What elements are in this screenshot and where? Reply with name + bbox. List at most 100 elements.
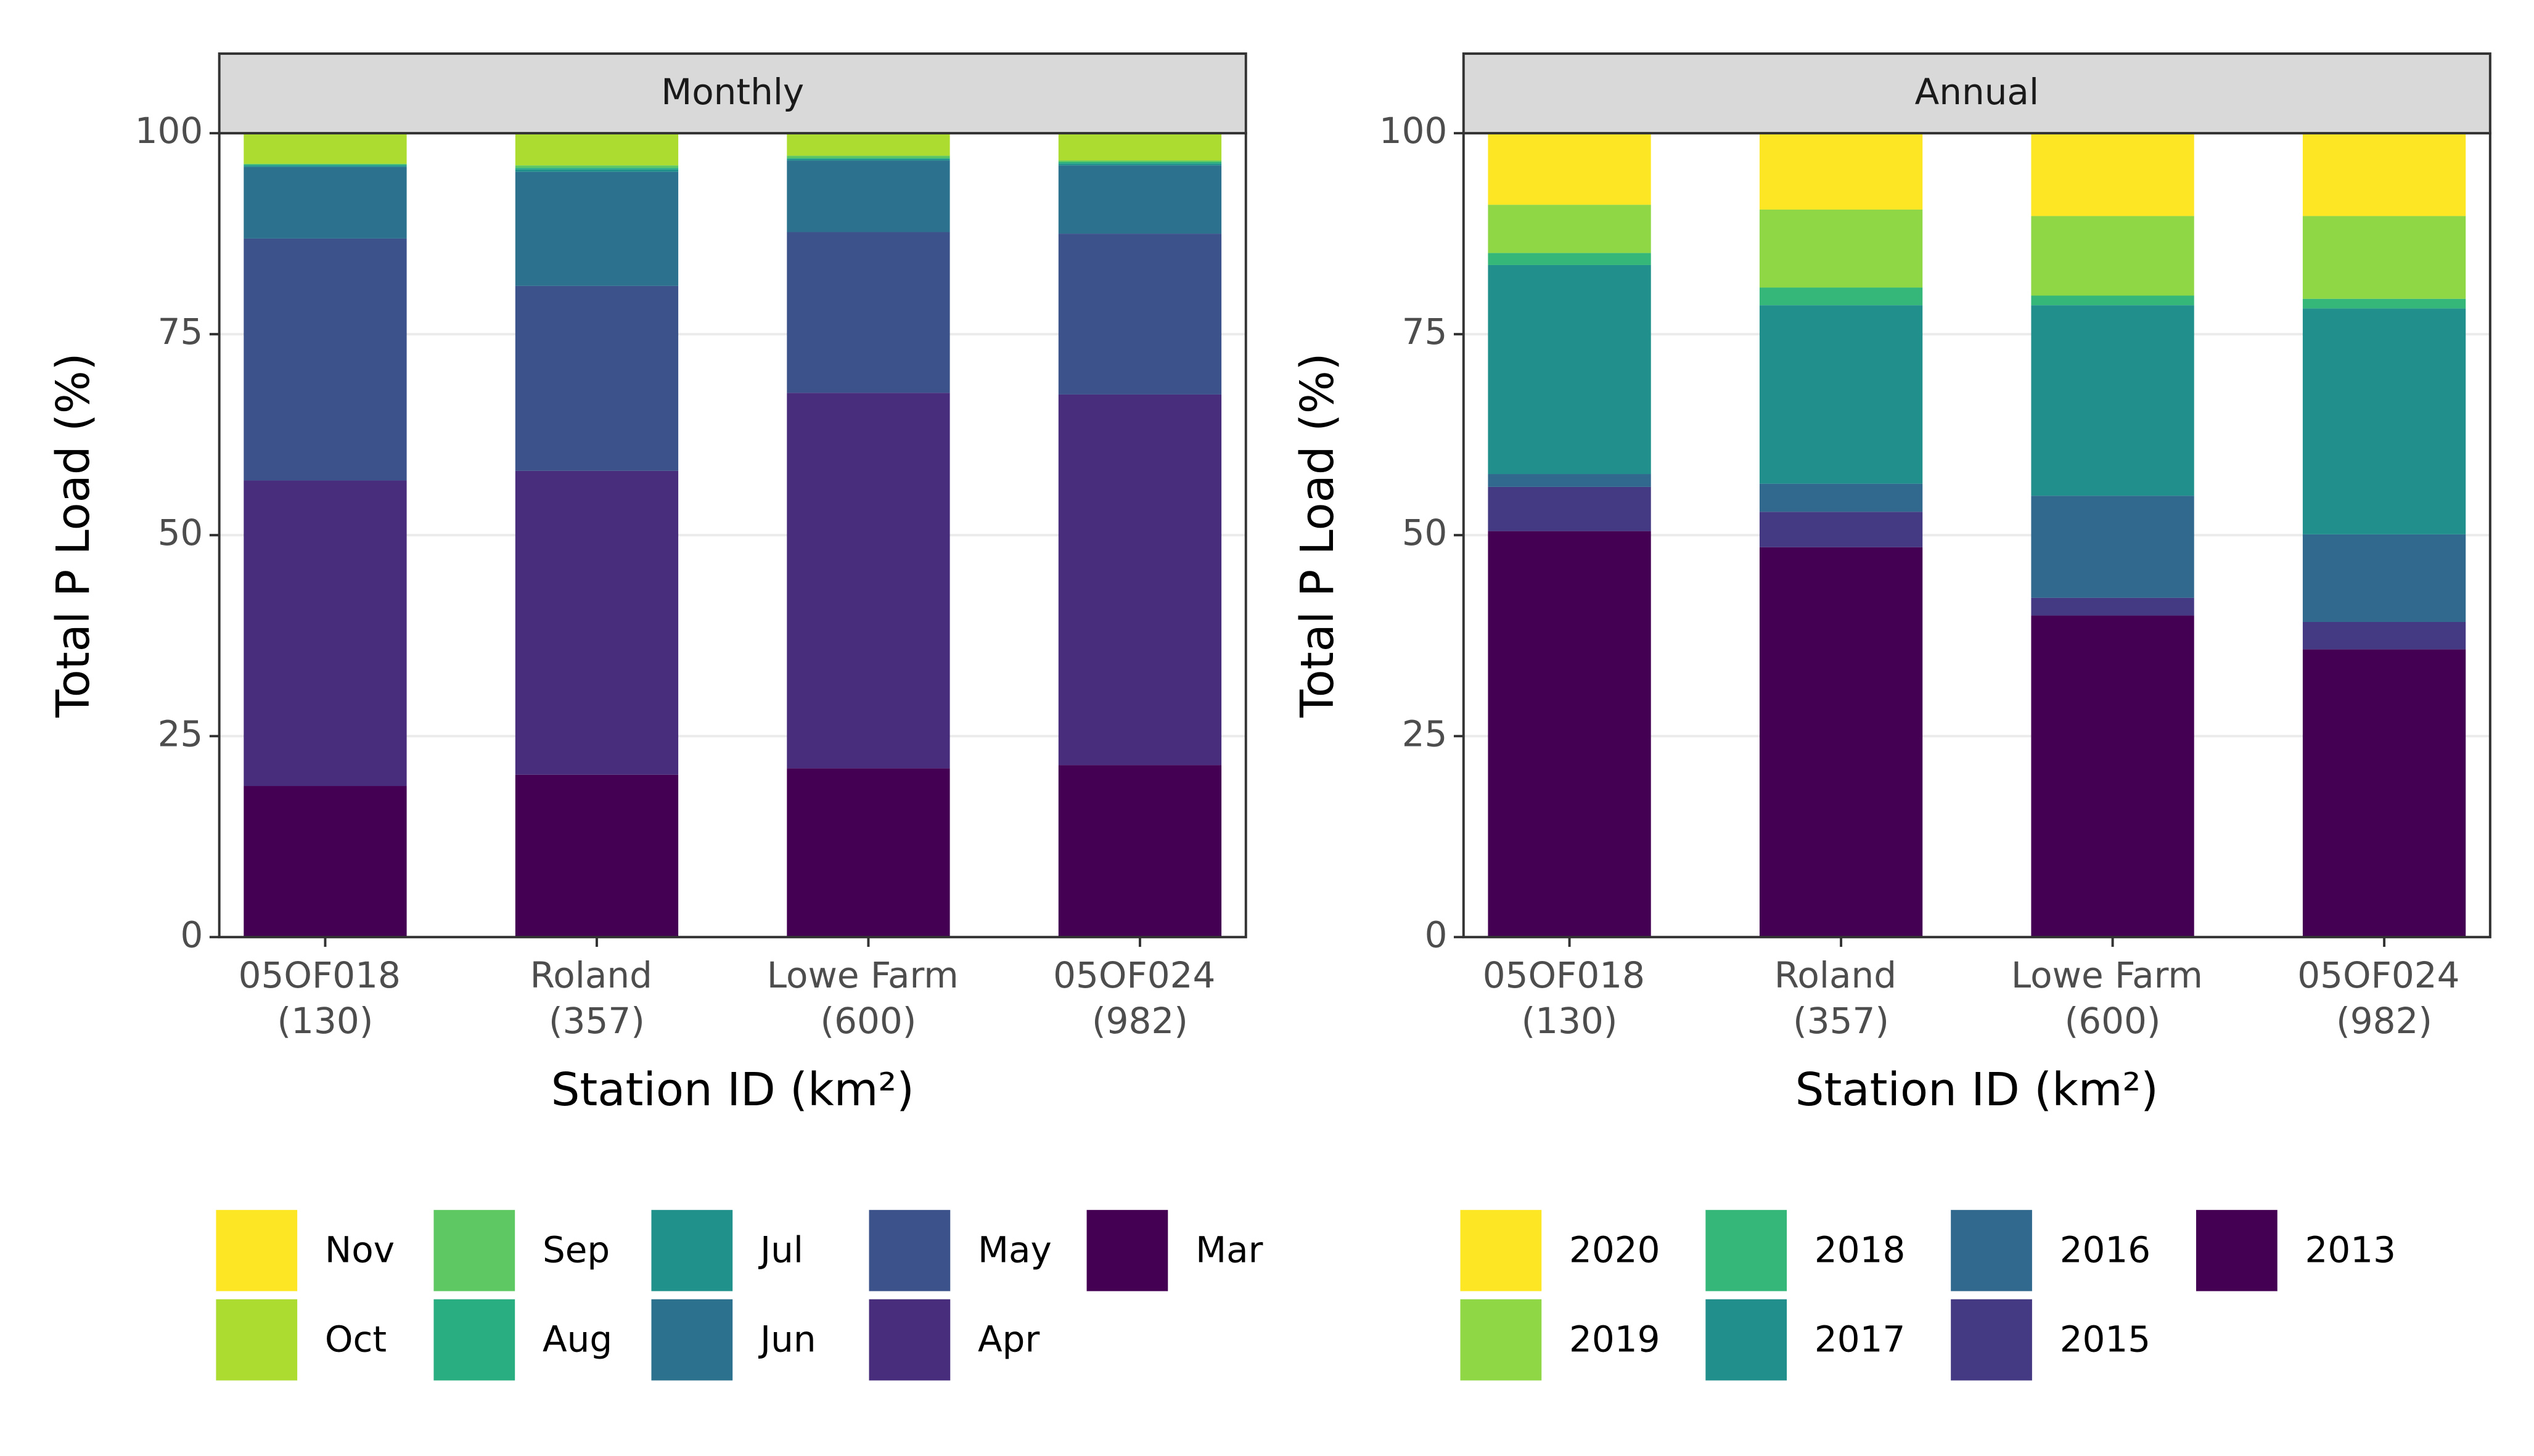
bar-segment	[515, 165, 679, 168]
bar-segment	[2302, 534, 2466, 622]
bar-segment	[1488, 486, 1651, 531]
bar-segment	[1058, 163, 1222, 166]
legend-key	[869, 1209, 951, 1291]
bar-segment	[515, 171, 679, 286]
y-tick-label: 100	[1379, 110, 1448, 152]
bar-segment	[2031, 133, 2194, 216]
x-tick-label: Roland (357)	[1774, 954, 1908, 1042]
legend-label: 2013	[2305, 1229, 2396, 1270]
bar-segment	[515, 133, 679, 166]
bar-segment	[244, 165, 407, 167]
legend-label: Apr	[978, 1318, 1039, 1360]
legend-key	[433, 1299, 515, 1381]
bar-segment	[1759, 287, 1923, 306]
y-axis-title: Total P Load (%)	[47, 353, 100, 718]
panel-title: Annual	[1915, 71, 2039, 113]
bar-segment	[244, 133, 407, 164]
y-tick-label: 0	[180, 914, 203, 955]
bar-segment	[2031, 295, 2194, 306]
bar-segment	[515, 285, 679, 471]
legend-label: Oct	[325, 1318, 387, 1360]
bar-segment	[515, 470, 679, 775]
legend-key	[1705, 1299, 1787, 1381]
bar-segment	[1759, 305, 1923, 484]
legend-key	[1460, 1209, 1542, 1291]
legend-label: Sep	[543, 1229, 610, 1270]
x-tick-label: Lowe Farm (600)	[2011, 954, 2214, 1042]
legend-key	[1086, 1209, 1168, 1291]
legend-key	[1460, 1299, 1542, 1381]
panel-strip	[218, 52, 1247, 135]
bar-segment	[1058, 234, 1222, 395]
y-tick-label: 25	[1402, 713, 1448, 755]
legend-key	[433, 1209, 515, 1291]
y-tick-label: 100	[135, 110, 203, 152]
legend-label: 2020	[1569, 1229, 1660, 1270]
legend-label: Mar	[1195, 1229, 1263, 1270]
bar-segment	[787, 232, 950, 393]
legend-key	[2196, 1209, 2278, 1291]
legend-label: May	[978, 1229, 1052, 1270]
bar-segment	[2302, 308, 2466, 534]
bar-segment	[1058, 133, 1222, 161]
x-tick-label: Roland (357)	[530, 954, 664, 1042]
legend-label: 2018	[1814, 1229, 1905, 1270]
y-tick-label: 0	[1425, 914, 1448, 955]
legend-label: Nov	[325, 1229, 395, 1270]
legend-key	[1951, 1299, 2032, 1381]
legend-key	[651, 1209, 733, 1291]
legend-label: Aug	[543, 1318, 612, 1360]
bar-segment	[515, 168, 679, 170]
legend-key	[1951, 1209, 2032, 1291]
y-tick-label: 75	[1402, 311, 1448, 353]
bar-segment	[1759, 483, 1923, 512]
legend-label: 2016	[2060, 1229, 2151, 1270]
bar-segment	[244, 480, 407, 787]
bar-segment	[787, 768, 950, 938]
bar-segment	[787, 158, 950, 159]
bar-segment	[1759, 133, 1923, 210]
bar-segment	[787, 393, 950, 769]
bar-segment	[1488, 474, 1651, 487]
panel-strip	[1462, 52, 2491, 135]
bar-segment	[787, 158, 950, 161]
x-tick-label: 05OF024 (982)	[1053, 954, 1227, 1042]
bar-segment	[787, 133, 950, 156]
bar-segment	[1488, 133, 1651, 205]
x-axis-title: Station ID (km²)	[551, 1064, 914, 1116]
bar-segment	[1058, 162, 1222, 164]
x-tick-label: 05OF018 (130)	[239, 954, 412, 1042]
x-axis-title: Station ID (km²)	[1795, 1064, 2159, 1116]
bar-segment	[1488, 264, 1651, 475]
bar-segment	[244, 786, 407, 938]
bar-segment	[2302, 298, 2466, 309]
bar-segment	[2031, 597, 2194, 616]
bar-segment	[1488, 531, 1651, 938]
bar-segment	[2302, 649, 2466, 938]
legend-key	[216, 1299, 298, 1381]
bar-segment	[1759, 512, 1923, 547]
bar-segment	[1488, 253, 1651, 265]
y-tick-label: 50	[158, 512, 203, 554]
legend-key	[216, 1209, 298, 1291]
bar-segment	[2302, 621, 2466, 650]
y-axis-title: Total P Load (%)	[1292, 353, 1344, 718]
bar-segment	[1058, 165, 1222, 234]
legend-key	[869, 1299, 951, 1381]
x-tick-label: 05OF024 (982)	[2297, 954, 2471, 1042]
panel-border	[218, 132, 1247, 939]
bar-segment	[1058, 160, 1222, 163]
y-tick-label: 75	[158, 311, 203, 353]
x-tick-label: Lowe Farm (600)	[767, 954, 970, 1042]
panel-title: Monthly	[661, 71, 804, 113]
bar-segment	[2302, 133, 2466, 216]
x-tick-label: 05OF018 (130)	[1483, 954, 1657, 1042]
y-tick-label: 50	[1402, 512, 1448, 554]
bar-segment	[1058, 394, 1222, 766]
bar-segment	[1759, 547, 1923, 938]
legend-label: 2017	[1814, 1318, 1905, 1360]
legend-label: 2015	[2060, 1318, 2151, 1360]
bar-segment	[787, 160, 950, 232]
bar-segment	[2031, 305, 2194, 496]
